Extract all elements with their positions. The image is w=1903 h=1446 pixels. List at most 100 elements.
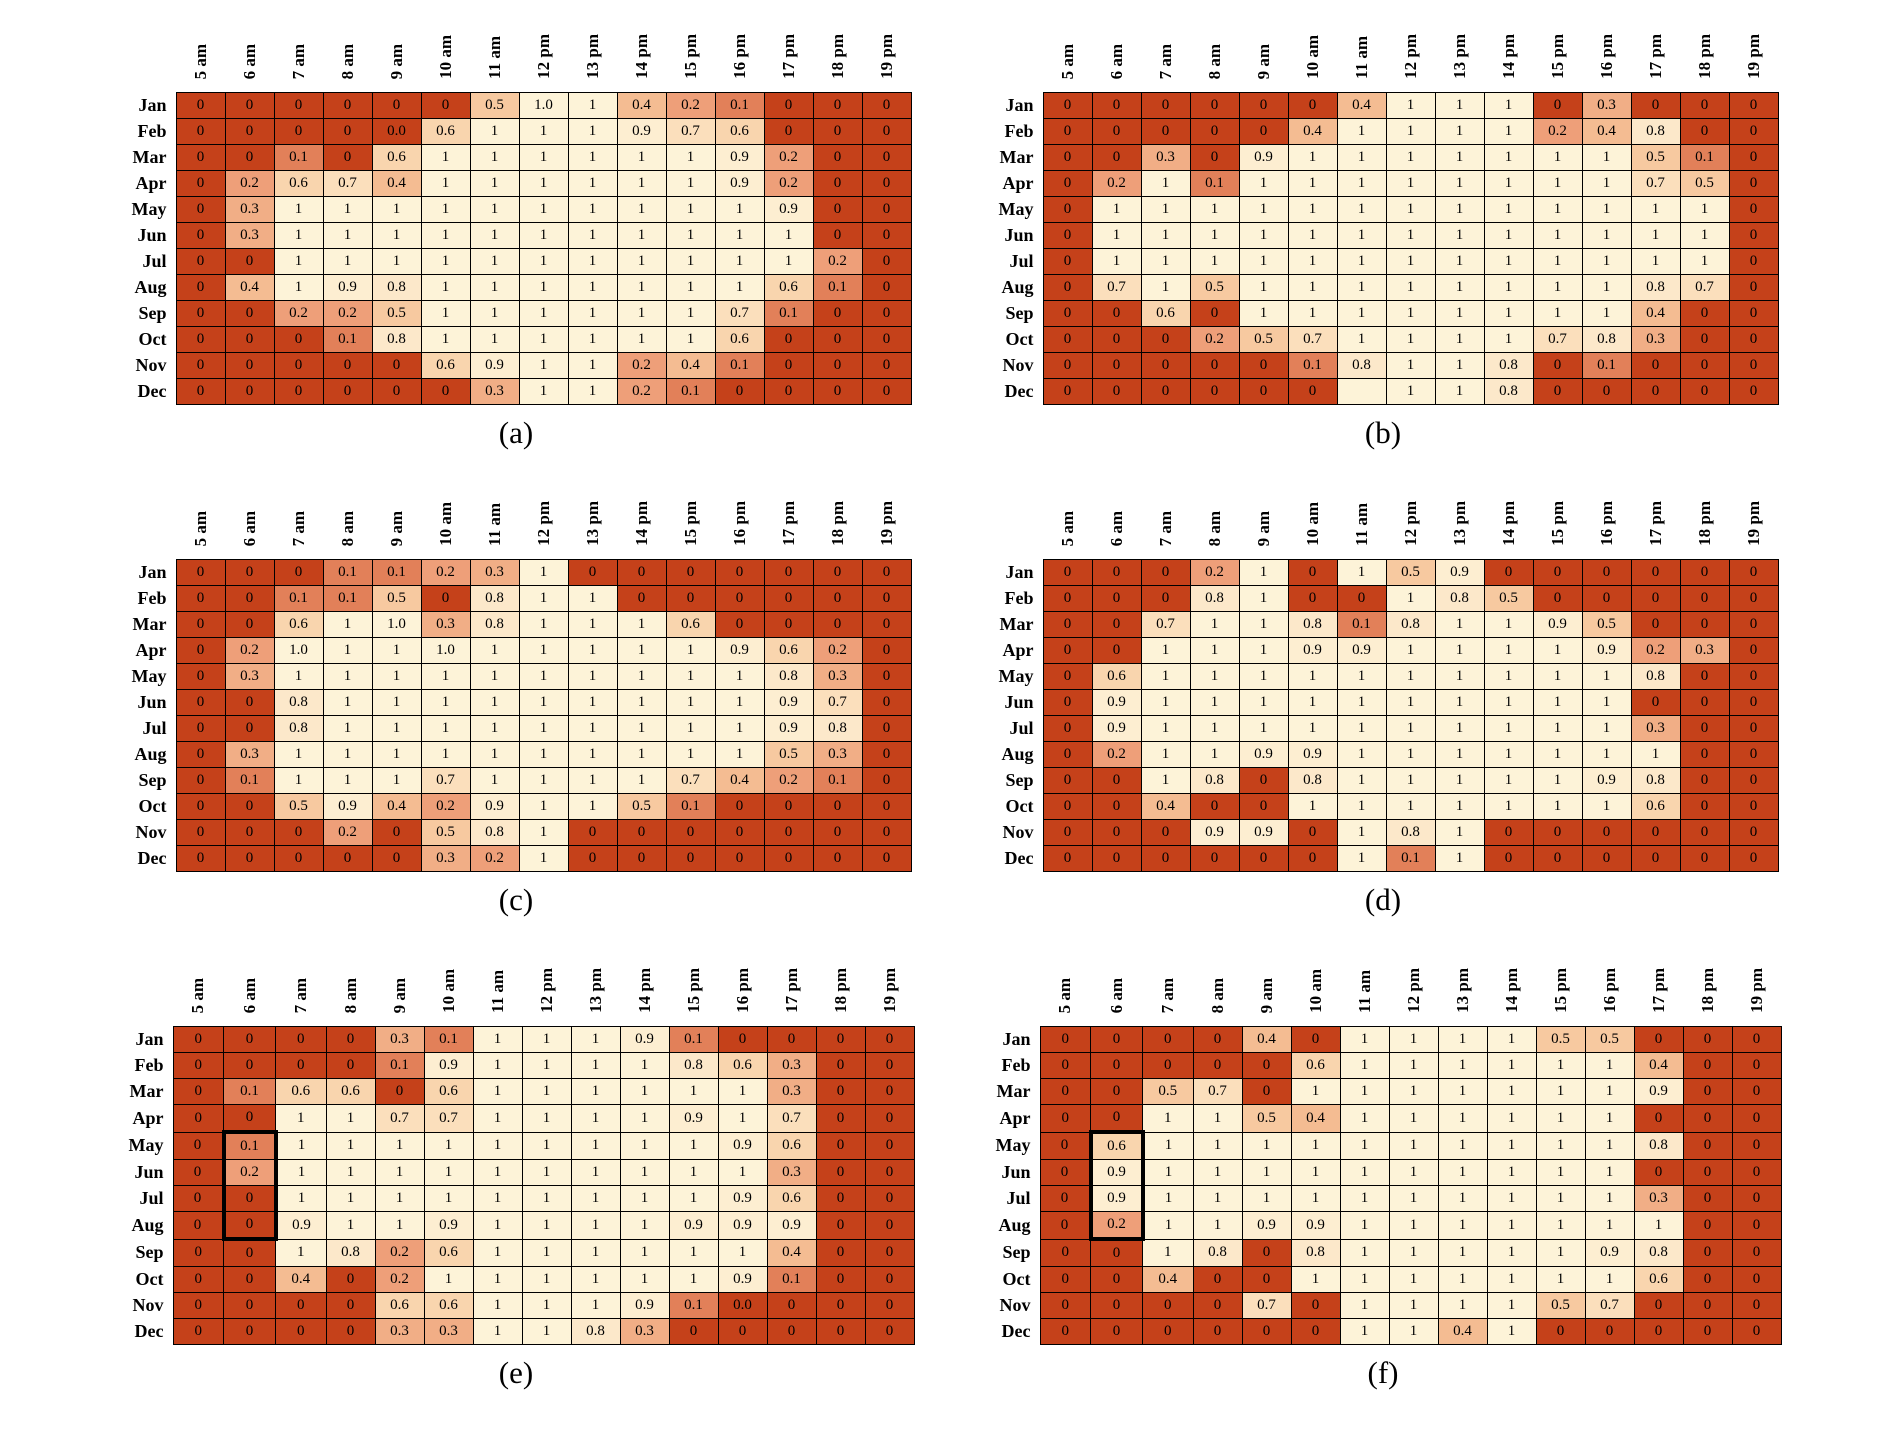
heatmap-cell: 1 [1339, 1104, 1390, 1133]
heatmap-cell: 0 [1042, 689, 1093, 716]
hour-label-text: 5 am [1057, 43, 1077, 79]
heatmap-cell: 1 [1189, 248, 1240, 275]
heatmap-cell: 0 [1090, 1292, 1143, 1319]
heatmap-cell: 0 [665, 559, 716, 586]
heatmap-cell: 0.5 [1142, 1078, 1194, 1105]
heatmap-cell: 1 [275, 1185, 327, 1212]
heatmap-cell: 1 [1434, 741, 1485, 768]
col-label-hour: 6 am [225, 477, 274, 560]
heatmap-cell: 0 [172, 1211, 224, 1240]
col-label-hour: 19 pm [1729, 477, 1778, 560]
col-label-hour: 11 am [470, 10, 519, 93]
heatmap-cell: 0 [224, 689, 275, 716]
heatmap-cell: 1 [518, 663, 569, 690]
heatmap-cell: 0 [371, 352, 422, 379]
heatmap-cell: 0 [1192, 1052, 1243, 1079]
heatmap-cell: 0.7 [374, 1104, 425, 1133]
heatmap-cell: 1 [619, 1104, 670, 1133]
heatmap-cell: 1 [665, 144, 716, 171]
heatmap-cell: 0.8 [570, 1318, 621, 1345]
heatmap-cell: 0 [1042, 300, 1093, 327]
heatmap-cell: 0 [1731, 1292, 1782, 1319]
heatmap-cell: 0 [223, 1026, 276, 1053]
heatmap-cell: 1 [371, 715, 422, 742]
heatmap-cell: 1 [420, 741, 471, 768]
heatmap-cell: 1 [1532, 741, 1583, 768]
heatmap-cell: 0 [420, 585, 471, 612]
heatmap-cell: 0 [1241, 1052, 1292, 1079]
heatmap-cell: 0.1 [322, 585, 373, 612]
heatmap-cell: 0 [420, 92, 471, 119]
heatmap-cell: 0 [1728, 819, 1779, 846]
heatmap-cell: 0 [1091, 611, 1142, 638]
heatmap-cell: 0 [325, 1026, 376, 1053]
heatmap-cell: 0.8 [469, 611, 520, 638]
heatmap-cell: 0.8 [273, 689, 324, 716]
heatmap-cell: 0.3 [1679, 637, 1730, 664]
heatmap-row: Apr 0 0.2 1 0.1 1 1 1 1 1 1 1 1 0.7 0.5 0 [988, 170, 1779, 197]
panel-caption-d: (d) [1364, 882, 1402, 917]
heatmap-cell: 1 [518, 767, 569, 794]
heatmap-row: Jul 0 0.9 1 1 1 1 1 1 1 1 1 1 0.3 0 0 [988, 715, 1779, 742]
row-label-month: Apr [1002, 640, 1034, 660]
heatmap-cell: 0 [224, 585, 275, 612]
heatmap-row: Mar 0 0 0.6 1 1.0 0.3 0.8 1 1 1 0.6 0 0 0 0 [121, 611, 912, 638]
heatmap-cell: 1 [1388, 1159, 1439, 1186]
heatmap-cell: 1 [763, 248, 814, 275]
heatmap-cell: 0 [1682, 1159, 1733, 1186]
heatmap-cell: 1 [1434, 767, 1485, 794]
heatmap-cell: 0 [861, 559, 912, 586]
heatmap-cell: 0 [1042, 767, 1093, 794]
heatmap-row: Sep 0 0 1 0.8 0 0.8 1 1 1 1 1 0.9 0.8 0 0 [988, 767, 1779, 794]
heatmap-row: Oct 0 0 0 0.1 0.8 1 1 1 1 1 1 0.6 0 0 0 [121, 326, 912, 353]
heatmap-cell: 0 [325, 1266, 376, 1293]
heatmap-cell: 0 [1238, 378, 1289, 405]
heatmap-cell: 1 [619, 1238, 670, 1267]
heatmap-cell: 0 [1728, 663, 1779, 690]
col-label-hour: 8 am [1190, 10, 1239, 93]
heatmap-cell: 0 [1630, 352, 1681, 379]
heatmap-cell: 0 [864, 1211, 915, 1240]
heatmap-cell: 1 [1287, 144, 1338, 171]
heatmap-row: Apr 0 0.2 1.0 1 1 1.0 1 1 1 1 1 0.9 0.6 0.2 0 [121, 637, 912, 664]
heatmap-cell: 0 [1532, 559, 1583, 586]
heatmap-cell: 0 [861, 767, 912, 794]
heatmap-cell: 0 [1731, 1026, 1782, 1053]
heatmap-cell: 1 [665, 300, 716, 327]
heatmap-cell: 1 [1238, 196, 1289, 223]
col-label-hour: 6 am [1091, 944, 1143, 1027]
hour-label-text: 10 am [435, 502, 455, 546]
heatmap-cell: 1 [322, 611, 373, 638]
heatmap-cell: 1 [1486, 1159, 1537, 1186]
heatmap-cell: 1 [1385, 118, 1436, 145]
heatmap-cell: 0 [1679, 715, 1730, 742]
heatmap-cell: 0 [1238, 92, 1289, 119]
heatmap-cell: 0 [1091, 845, 1142, 872]
heatmap-cell: 1 [469, 715, 520, 742]
heatmap-cell: 0.8 [1434, 585, 1485, 612]
hour-label-text: 11 am [1351, 36, 1371, 79]
heatmap-cell: 1 [714, 663, 765, 690]
heatmap-cell: 0 [1140, 92, 1191, 119]
heatmap-cell: 1 [1535, 1104, 1586, 1133]
heatmap-cell: 0 [812, 352, 863, 379]
heatmap-cell: 0 [322, 118, 373, 145]
heatmap-row: Dec 0 0 0 0 0 0 0.3 1 1 0.2 0.1 0 0 0 0 [121, 378, 912, 405]
heatmap-cell: 1 [1385, 196, 1436, 223]
heatmap-cell: 0.3 [766, 1052, 817, 1079]
col-label-hour: 13 pm [568, 477, 617, 560]
heatmap-cell: 0 [1682, 1131, 1733, 1160]
heatmap-cell: 0 [1679, 611, 1730, 638]
row-label-month: Oct [138, 329, 167, 349]
heatmap-cell: 1.0 [371, 611, 422, 638]
heatmap-cell: 0 [1042, 378, 1093, 405]
heatmap-cell: 0.1 [714, 352, 765, 379]
heatmap-cell: 0 [1189, 118, 1240, 145]
col-label-hour: 7 am [276, 944, 327, 1027]
heatmap-cell: 0.9 [668, 1211, 719, 1240]
hour-label-text: 12 pm [533, 501, 553, 546]
row-label-month: Apr [999, 1107, 1031, 1128]
heatmap-cell: 1 [1532, 767, 1583, 794]
row-label-month: Jun [1004, 225, 1034, 245]
heatmap-cell: 0 [175, 170, 226, 197]
